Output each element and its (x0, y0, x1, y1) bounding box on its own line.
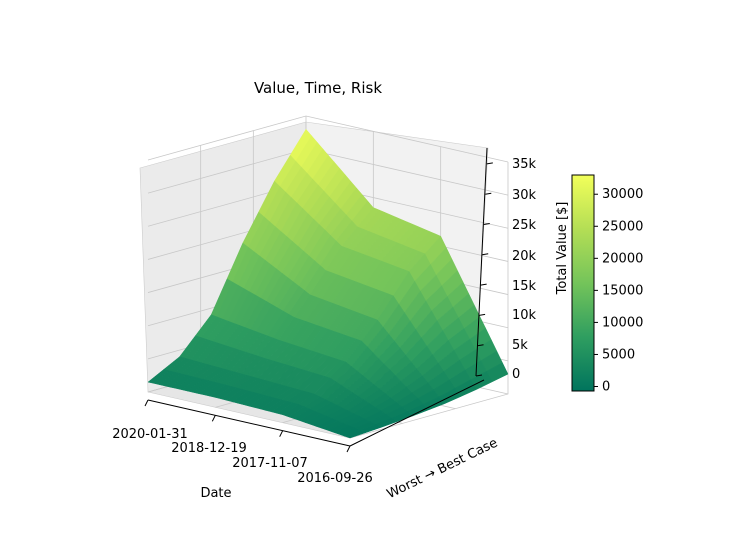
axes (147, 147, 488, 447)
z-tick-label: 30k (512, 188, 537, 203)
z-tick-label: 20k (512, 249, 537, 264)
x-tick-label: 2017-11-07 (232, 456, 308, 471)
y-axis-line (349, 379, 485, 447)
colorbar-tick-label: 20000 (602, 251, 643, 266)
surface (147, 128, 509, 439)
z-tick-label: 35k (512, 157, 537, 172)
x-tick (279, 430, 284, 437)
x-axis-label: Date (200, 486, 231, 501)
z-tick (483, 223, 490, 225)
x-tick-label: 2016-09-26 (297, 471, 373, 486)
colorbar (571, 174, 595, 392)
tick-marks (144, 162, 493, 453)
z-tick-label: 25k (512, 218, 537, 233)
colorbar-ticks: 0 5000 10000 15000 20000 25000 30000 (594, 187, 643, 395)
z-tick-label: 15k (512, 279, 537, 294)
z-tick-label: 0 (512, 367, 520, 382)
x-tick-label: 2018-12-19 (171, 441, 247, 456)
z-tick (477, 344, 484, 347)
z-tick (486, 162, 493, 165)
colorbar-tick-label: 10000 (602, 315, 643, 330)
z-tick (479, 313, 486, 316)
colorbar-tick-label: 25000 (602, 219, 643, 234)
x-axis-line (147, 399, 351, 447)
z-tick (485, 192, 492, 195)
colorbar-tick-label: 0 (602, 380, 610, 395)
y-axis-label: Worst → Best Case (385, 436, 500, 503)
z-tick (480, 283, 487, 286)
chart-title: Value, Time, Risk (254, 79, 382, 97)
x-tick (346, 445, 351, 453)
colorbar-tick-label: 30000 (602, 187, 643, 202)
z-tick (482, 253, 489, 256)
colorbar-label: Total Value [$] (555, 202, 570, 296)
colorbar-tick-label: 15000 (602, 283, 643, 298)
x-tick (144, 399, 149, 407)
z-tick-label: 5k (512, 338, 528, 353)
x-tick-label: 2020-01-31 (112, 427, 188, 442)
surface-patch (343, 430, 367, 439)
x-tick (211, 415, 216, 422)
z-tick-labels: 0 5k 10k 15k 20k 25k 30k 35k (512, 157, 537, 382)
z-tick-label: 10k (512, 308, 537, 323)
z-axis-line (475, 147, 488, 377)
z-tick (475, 374, 483, 377)
colorbar-tick-label: 5000 (602, 347, 635, 362)
